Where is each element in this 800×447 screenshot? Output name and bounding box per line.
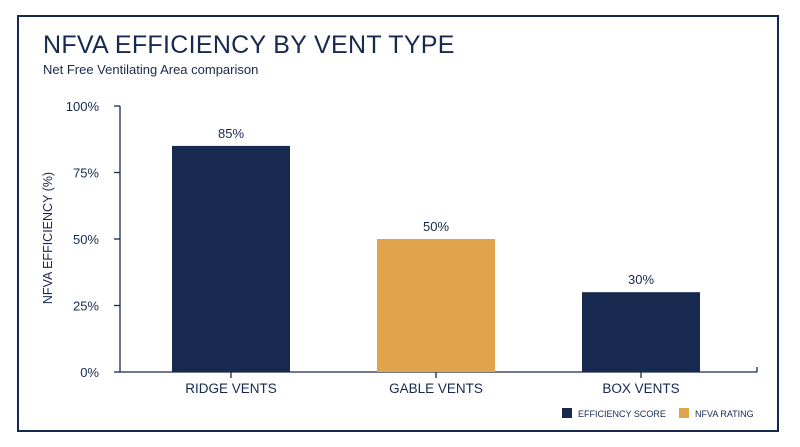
legend-label: NFVA RATING: [695, 409, 754, 419]
y-axis-label: NFVA EFFICIENCY (%): [41, 172, 55, 304]
bar: [582, 292, 700, 372]
legend-label: EFFICIENCY SCORE: [578, 409, 666, 419]
chart-subtitle: Net Free Ventilating Area comparison: [43, 62, 259, 77]
y-tick-label: 75%: [73, 166, 99, 181]
legend-swatch: [679, 408, 689, 418]
x-tick-label: GABLE VENTS: [389, 381, 483, 396]
chart-title: NFVA EFFICIENCY BY VENT TYPE: [43, 31, 455, 59]
y-tick-label: 25%: [73, 299, 99, 314]
x-tick-label: RIDGE VENTS: [185, 381, 277, 396]
y-tick-label: 0%: [80, 365, 99, 380]
data-label: 30%: [628, 272, 654, 287]
legend-swatch: [562, 408, 572, 418]
x-tick-label: BOX VENTS: [602, 381, 679, 396]
bar: [377, 239, 495, 372]
data-label: 85%: [218, 126, 244, 141]
data-label: 50%: [423, 219, 449, 234]
y-tick-label: 50%: [73, 232, 99, 247]
bar: [172, 145, 290, 372]
y-tick-label: 100%: [66, 99, 100, 114]
